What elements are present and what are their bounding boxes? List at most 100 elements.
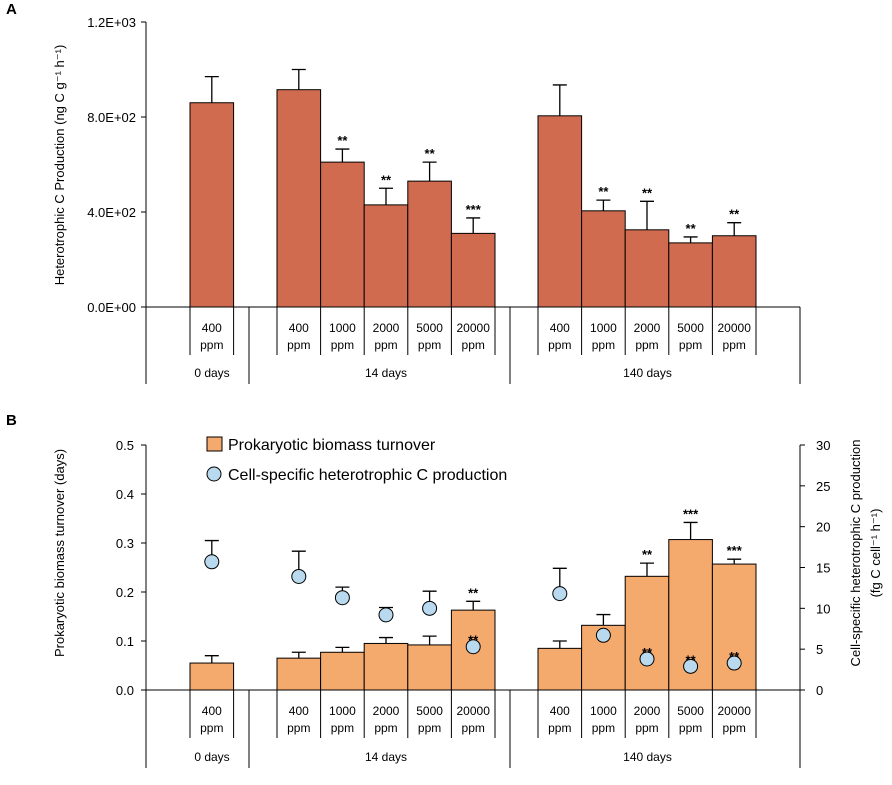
panel-b-turnover-error-bar <box>204 655 219 664</box>
panel-b-y2-tick-label: 30 <box>816 438 830 453</box>
panel-b-cat-unit: ppm <box>418 721 441 735</box>
panel-b-turnover-bar <box>189 662 235 691</box>
panel-b-turnover-error-bar <box>552 640 567 649</box>
panel-b-cat-unit: ppm <box>374 721 397 735</box>
panel-a-cat-unit: ppm <box>418 338 441 352</box>
panel-a-bar <box>711 235 757 308</box>
panel-b-y-axis-title: Prokaryotic biomass turnover (days) <box>52 449 67 657</box>
panel-a-cat-label: 5000 <box>677 321 704 335</box>
panel-a-cat-unit: ppm <box>374 338 397 352</box>
panel-a-error-bar <box>683 236 698 243</box>
panel-b-cat-label: 1000 <box>329 704 356 718</box>
panel-a-cat-label: 1000 <box>590 321 617 335</box>
panel-a-cat-label: 1000 <box>329 321 356 335</box>
panel-a-bar <box>581 210 626 308</box>
panel-a-error-bar <box>640 200 654 230</box>
panel-b-cat-unit: ppm <box>287 721 310 735</box>
legend-label-cell-specific: Cell-specific heterotrophic C production <box>228 467 507 484</box>
panel-a-bar <box>407 180 452 308</box>
panel-a-bar <box>363 204 409 308</box>
panel-b-cat-unit: ppm <box>462 721 485 735</box>
panel-b-cat-label: 1000 <box>590 704 617 718</box>
panel-a-letter: A <box>6 1 17 18</box>
panel-b-turnover-error-bar <box>335 646 350 653</box>
panel-a-error-bar <box>422 161 437 182</box>
panel-b-y-tick-label: 0.5 <box>116 438 134 453</box>
panel-a-significance: ** <box>598 184 609 199</box>
panel-a-significance: ** <box>642 185 653 200</box>
panel-a-significance: ** <box>686 221 697 236</box>
panel-b-y-tick-label: 0.0 <box>116 683 134 698</box>
panel-a-significance: *** <box>466 202 482 217</box>
panel-b-cell-specific-point <box>291 568 307 584</box>
panel-b-y2-tick-label: 5 <box>816 642 823 657</box>
panel-b-y-tick-label: 0.2 <box>116 585 134 600</box>
panel-b-turnover-significance: *** <box>683 506 699 521</box>
panel-b-y2-tick-label: 15 <box>816 561 830 576</box>
panel-b-turnover-error-bar <box>727 558 742 565</box>
panel-b-group-label: 140 days <box>623 750 672 764</box>
panel-b-cat-unit: ppm <box>635 721 658 735</box>
panel-b-cat-label: 5000 <box>416 704 443 718</box>
panel-a-error-bar <box>335 148 350 163</box>
panel-b-cat-label: 400 <box>289 704 309 718</box>
panel-a-y-tick-label: 0.0E+00 <box>87 300 136 315</box>
panel-b-turnover-bar <box>320 651 365 691</box>
panel-b-cat-unit: ppm <box>679 721 702 735</box>
panel-a-cat-label: 2000 <box>373 321 400 335</box>
panel-a-error-bar <box>466 217 481 234</box>
panel-a-cat-unit: ppm <box>635 338 658 352</box>
panel-a-cat-unit: ppm <box>287 338 310 352</box>
panel-b-cat-unit: ppm <box>592 721 615 735</box>
panel-b-turnover-significance: ** <box>642 547 653 562</box>
panel-a-cat-label: 400 <box>289 321 309 335</box>
panel-a-cat-unit: ppm <box>200 338 223 352</box>
panel-b-cell-specific-point <box>552 586 568 602</box>
panel-b-turnover-error-bar <box>640 562 654 577</box>
panel-b-turnover-error-bar <box>683 521 698 540</box>
legend-label-turnover: Prokaryotic biomass turnover <box>228 437 436 454</box>
legend-swatch-cell-specific <box>206 466 222 482</box>
panel-b-letter: B <box>6 412 17 429</box>
panel-b-y2-tick-label: 25 <box>816 479 830 494</box>
panel-a-error-bar <box>596 199 611 211</box>
panel-a-cat-unit: ppm <box>462 338 485 352</box>
panel-a-error-bar <box>379 187 393 205</box>
panel-b-turnover-error-bar <box>422 635 437 645</box>
panel-b-turnover-significance: ** <box>468 585 479 600</box>
panel-a-cat-label: 400 <box>202 321 222 335</box>
panel-b-cat-label: 5000 <box>677 704 704 718</box>
panel-b-turnover-error-bar <box>466 600 481 611</box>
panel-a-significance: ** <box>381 172 392 187</box>
panel-a-bar <box>450 232 496 308</box>
panel-a-chart: 0.0E+004.0E+028.0E+021.2E+03*********** *… <box>87 15 801 384</box>
panel-b-turnover-bar <box>363 642 409 691</box>
panel-b-chart: 0.00.10.20.30.40.5051015202530**********… <box>116 438 830 768</box>
panel-a-y-tick-label: 4.0E+02 <box>87 205 136 220</box>
panel-a-cat-unit: ppm <box>592 338 615 352</box>
panel-a-bar <box>537 115 583 308</box>
panel-b-cat-label: 400 <box>550 704 570 718</box>
panel-b-cell-specific-point <box>595 627 611 643</box>
panel-a-error-bar <box>204 75 219 103</box>
panel-b-group-label: 0 days <box>194 750 229 764</box>
panel-b-cell-specific-significance: ** <box>729 649 740 664</box>
panel-b-cell-specific-point <box>378 607 394 623</box>
panel-b-cell-specific-point <box>334 590 350 606</box>
panel-b-turnover-error-bar <box>379 636 393 644</box>
panel-a-cat-unit: ppm <box>548 338 571 352</box>
panel-b-cell-specific-point <box>726 655 742 671</box>
panel-b-turnover-bar <box>276 657 322 691</box>
panel-a-bar <box>624 229 670 308</box>
panel-a-group-label: 0 days <box>194 366 229 380</box>
panel-b-turnover-error-bar <box>596 613 611 626</box>
panel-b-cat-label: 2000 <box>634 704 661 718</box>
panel-a-group-label: 14 days <box>365 366 407 380</box>
panel-a-y-tick-label: 1.2E+03 <box>87 15 136 30</box>
panel-a-significance: ** <box>729 207 740 222</box>
legend-swatch-turnover <box>206 436 223 452</box>
panel-a-bar <box>189 102 235 308</box>
panel-b-y2-axis-title-line2: (fg C cell⁻¹ h⁻¹) <box>868 509 883 598</box>
panel-a-bar <box>276 89 322 308</box>
